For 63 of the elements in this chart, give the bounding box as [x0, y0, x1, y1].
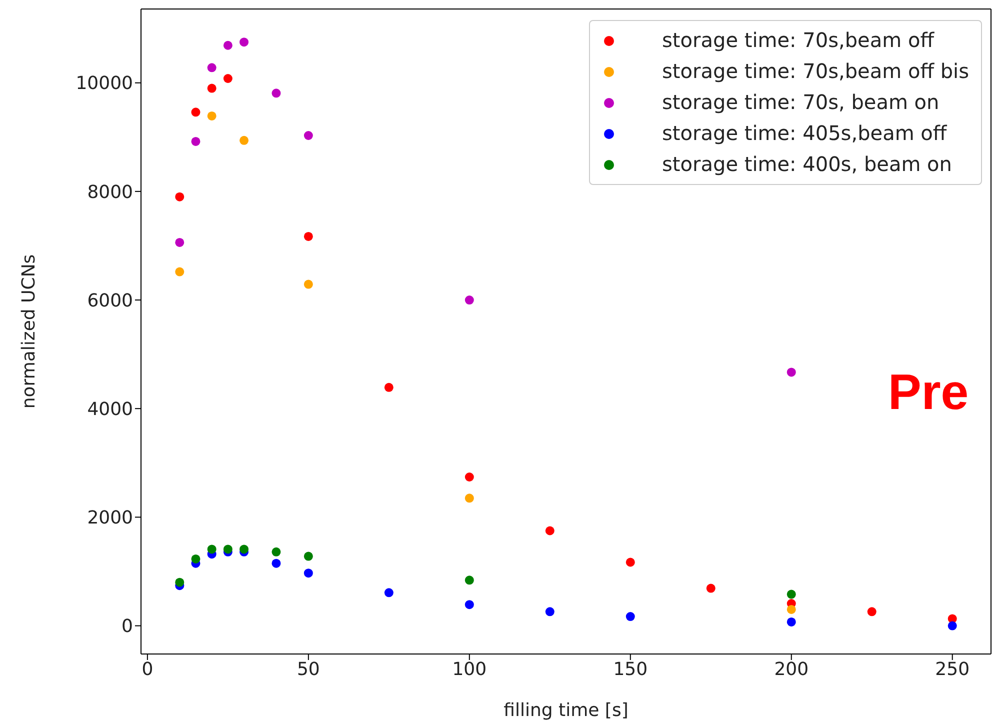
point — [207, 111, 216, 120]
point — [786, 368, 796, 377]
legend-label: storage time: 70s,beam off bis — [662, 58, 969, 85]
point — [545, 526, 554, 536]
point — [464, 576, 474, 585]
point — [223, 40, 232, 50]
point — [626, 558, 635, 567]
x-tick-label: 250 — [935, 658, 970, 680]
point — [240, 38, 249, 47]
x-tick-label: 50 — [296, 658, 320, 680]
x-tick-label: 100 — [452, 658, 487, 680]
y-tick-label: 4000 — [87, 398, 133, 420]
point — [240, 136, 249, 145]
legend-label: storage time: 70s, beam on — [662, 89, 940, 116]
point — [304, 568, 313, 578]
point — [948, 621, 957, 630]
point — [464, 600, 474, 610]
point — [175, 192, 184, 202]
point — [545, 607, 554, 616]
annotation: Pre — [888, 363, 969, 421]
y-tick-label: 10000 — [76, 73, 133, 94]
point — [384, 382, 394, 392]
point — [191, 108, 200, 117]
point — [207, 63, 216, 72]
y-axis-title: normalized UCNs — [18, 254, 40, 409]
point — [464, 494, 474, 503]
x-tick-label: 150 — [613, 658, 648, 680]
point — [272, 88, 281, 98]
point — [191, 136, 200, 146]
point — [786, 617, 796, 626]
point — [272, 558, 281, 568]
legend-label: storage time: 70s,beam off — [662, 27, 934, 54]
point — [240, 544, 249, 554]
x-tick-label: 200 — [774, 658, 809, 680]
point — [223, 74, 232, 83]
point — [223, 544, 232, 554]
point — [272, 547, 281, 556]
point — [304, 232, 313, 241]
point — [207, 544, 216, 554]
point — [706, 584, 716, 593]
x-axis-title: filling time [s] — [504, 700, 628, 721]
point — [175, 578, 184, 587]
x-tick-label: 0 — [142, 658, 154, 680]
point — [786, 590, 796, 599]
point — [464, 296, 474, 305]
y-tick-label: 0 — [122, 616, 133, 638]
point — [304, 280, 313, 289]
point — [175, 267, 184, 276]
legend-label: storage time: 400s, beam on — [662, 151, 952, 178]
point — [626, 612, 635, 622]
point — [384, 588, 394, 598]
point — [786, 604, 796, 614]
y-tick-label: 8000 — [87, 182, 133, 203]
point — [867, 607, 876, 616]
point — [304, 131, 313, 140]
point — [191, 554, 200, 564]
point — [175, 238, 184, 247]
point — [464, 472, 474, 482]
point — [207, 84, 216, 93]
point — [304, 552, 313, 561]
y-tick-label: 2000 — [87, 508, 133, 529]
legend-label: storage time: 405s,beam off — [662, 120, 947, 147]
y-tick-label: 6000 — [87, 290, 133, 312]
